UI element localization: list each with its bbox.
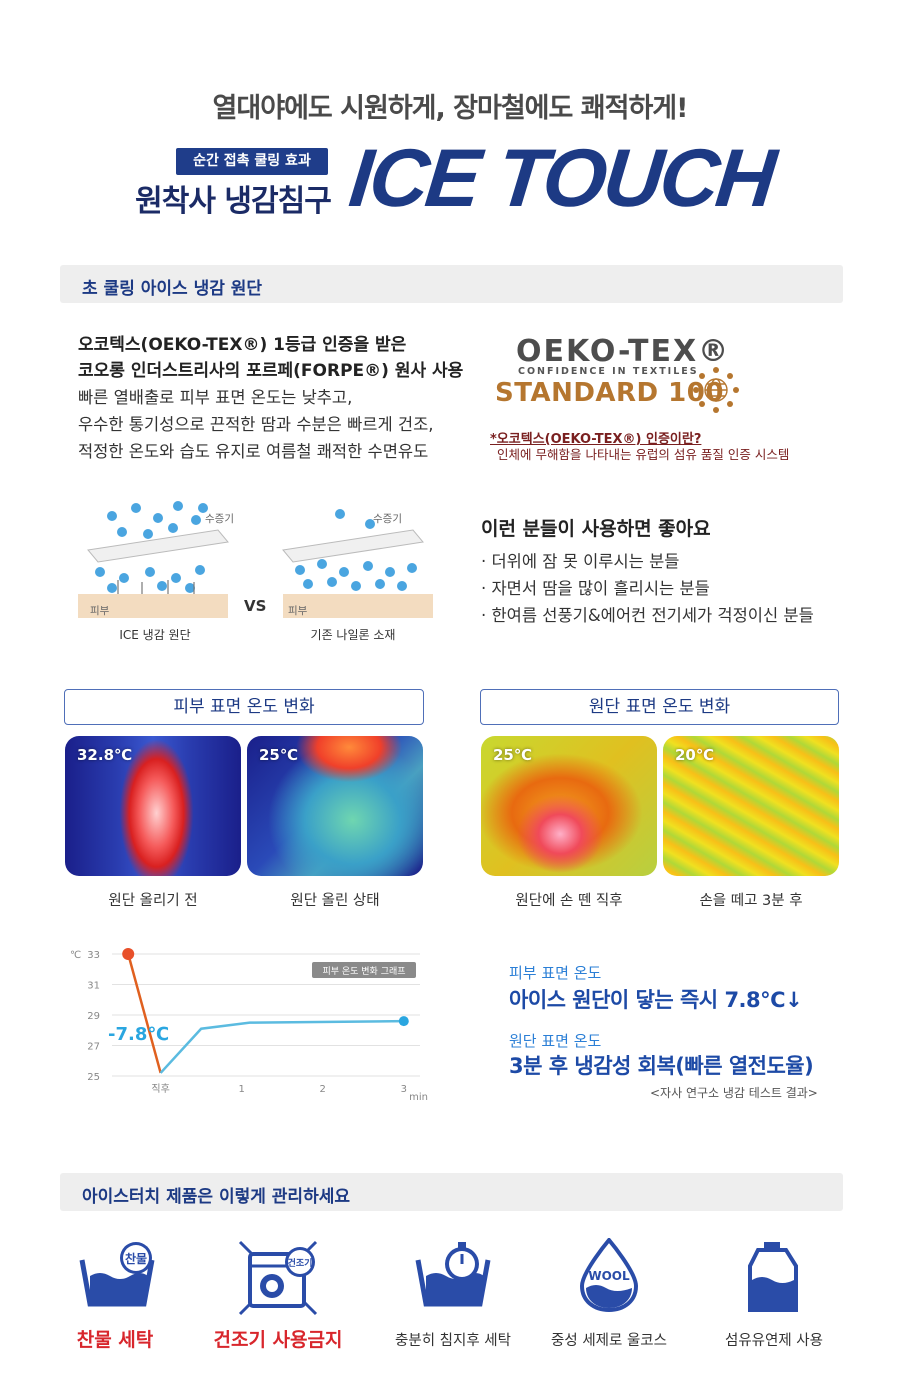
result-skin-value: 아이스 원단이 닿는 즉시 7.8℃↓	[509, 988, 803, 1012]
care-label-3: 충분히 침지후 세탁	[395, 1333, 511, 1349]
softener-bottle-icon	[748, 1242, 798, 1312]
result-note: <자사 연구소 냉감 테스트 결과>	[650, 1086, 818, 1100]
recommend-item-3: · 한여름 선풍기&에어컨 전기세가 걱정이신 분들	[481, 606, 814, 625]
section-bar-fabric	[60, 265, 843, 303]
oeko-tex-wordmark: OEKO-TEX®	[516, 334, 731, 369]
thermal-caption-3: 원단에 손 뗀 직후	[515, 893, 623, 909]
lead-line-1: 오코텍스(OEKO-TEX®) 1등급 인증을 받은	[78, 335, 407, 355]
vapor-label-right: 수증기	[373, 513, 402, 525]
fabric-left	[87, 529, 229, 563]
no-dryer-icon: 건조기	[238, 1240, 318, 1316]
care-label-1: 찬물 세탁	[76, 1329, 154, 1351]
result-skin-label: 피부 표면 온도	[509, 964, 602, 982]
cold-wash-badge-text: 찬물	[125, 1251, 147, 1266]
thermal-temp-3: 25℃	[493, 746, 533, 764]
droplets-left	[95, 501, 208, 593]
caption-nylon-fabric: 기존 나일론 소재	[310, 628, 396, 642]
wool-drop-icon: WOOL	[579, 1238, 639, 1312]
drop-annotation: -7.8℃	[108, 1024, 169, 1045]
oeko-tex-description: 인체에 무해함을 나타내는 유럽의 섬유 품질 인증 시스템	[497, 447, 790, 462]
x-tick-label: 1	[238, 1084, 244, 1095]
recommend-title: 이런 분들이 사용하면 좋아요	[481, 518, 711, 540]
series-recover-line	[159, 1019, 404, 1074]
thermal-caption-2: 원단 올린 상태	[290, 893, 380, 909]
effect-badge: 순간 접촉 쿨링 효과	[176, 148, 328, 175]
care-label-2: 건조기 사용금지	[213, 1329, 343, 1351]
x-tick-label: 3	[401, 1084, 407, 1095]
x-axis-unit: min	[409, 1092, 428, 1103]
fabric-right	[282, 529, 424, 563]
body-line-2: 우수한 통기성으로 끈적한 땀과 수분은 빠르게 건조,	[78, 415, 434, 434]
thermal-image-before: 32.8℃	[65, 736, 241, 876]
oeko-tex-tagline: CONFIDENCE IN TEXTILES	[518, 366, 699, 377]
skin-label-right: 피부	[288, 605, 308, 617]
thermal-image-after: 20℃	[663, 736, 839, 876]
oeko-tex-question: *오코텍스(OEKO-TEX®) 인증이란?	[490, 432, 702, 447]
series-drop-line	[127, 953, 162, 1074]
thermal-caption-4: 손을 떼고 3분 후	[699, 893, 803, 909]
skin-right	[283, 594, 433, 618]
thermal-temp-4: 20℃	[675, 746, 715, 764]
y-tick-label: 29	[87, 1011, 100, 1022]
skin-left	[78, 594, 228, 618]
soak-timer-icon	[415, 1242, 491, 1307]
body-line-3: 적정한 온도와 습도 유지로 여름철 쾌적한 수면유도	[78, 442, 429, 461]
section-title-fabric: 초 쿨링 아이스 냉감 원단	[82, 279, 263, 299]
y-tick-label: 25	[87, 1072, 100, 1083]
thermal-temp-1: 32.8℃	[77, 746, 133, 764]
care-label-4: 중성 세제로 울코스	[551, 1333, 667, 1349]
wool-badge-text: WOOL	[588, 1269, 630, 1283]
thermal-image-covered: 25℃	[247, 736, 423, 876]
chart-title-box	[312, 962, 416, 978]
thermal-temp-2: 25℃	[259, 746, 299, 764]
oeko-tex-globe-icon	[693, 367, 739, 413]
hero-subtitle: 열대야에도 시원하게, 장마철에도 쾌적하게!	[212, 93, 689, 124]
chart-title: 피부 온도 변화 그래프	[322, 966, 405, 977]
product-line: 원착사 냉감침구	[135, 184, 332, 219]
vapor-diagram	[78, 501, 433, 618]
y-axis-unit: ℃	[70, 950, 81, 961]
thermal-image-hand: 25℃	[481, 736, 657, 876]
section-title-care: 아이스터치 제품은 이렇게 관리하세요	[82, 1187, 350, 1207]
section-bar-care	[60, 1173, 843, 1211]
cold-wash-icon: 찬물	[79, 1242, 155, 1307]
x-tick-label: 직후	[151, 1083, 169, 1095]
caption-ice-fabric: ICE 냉감 원단	[119, 628, 191, 642]
vapor-label-left: 수증기	[205, 513, 234, 525]
y-tick-label: 31	[87, 981, 100, 992]
vs-label: VS	[244, 597, 267, 615]
recommend-item-1: · 더위에 잠 못 이루시는 분들	[481, 552, 680, 571]
lead-line-2: 코오롱 인더스트리사의 포르페(FORPE®) 원사 사용	[78, 361, 464, 381]
y-tick-label: 33	[87, 950, 100, 961]
fabric-temp-panel-title: 원단 표면 온도 변화	[480, 689, 839, 725]
no-dryer-badge-text: 건조기	[288, 1257, 313, 1269]
droplets-right	[295, 509, 417, 591]
brand-logo: ICE TOUCH	[345, 133, 778, 224]
body-line-1: 빠른 열배출로 피부 표면 온도는 낮추고,	[78, 388, 353, 407]
thermal-caption-1: 원단 올리기 전	[108, 893, 198, 909]
skin-temp-panel-title: 피부 표면 온도 변화	[64, 689, 424, 725]
end-point	[398, 1016, 409, 1027]
oeko-tex-standard: STANDARD 100	[495, 378, 724, 408]
x-tick-label: 2	[320, 1084, 326, 1095]
result-fabric-value: 3분 후 냉감성 회복(빠른 열전도율)	[509, 1054, 814, 1078]
recommend-item-2: · 자면서 땀을 많이 흘리시는 분들	[481, 579, 710, 598]
start-point	[122, 948, 135, 960]
care-label-5: 섬유유연제 사용	[725, 1333, 823, 1349]
result-fabric-label: 원단 표면 온도	[509, 1032, 602, 1050]
skin-label-left: 피부	[90, 605, 110, 617]
y-tick-label: 27	[87, 1042, 100, 1053]
